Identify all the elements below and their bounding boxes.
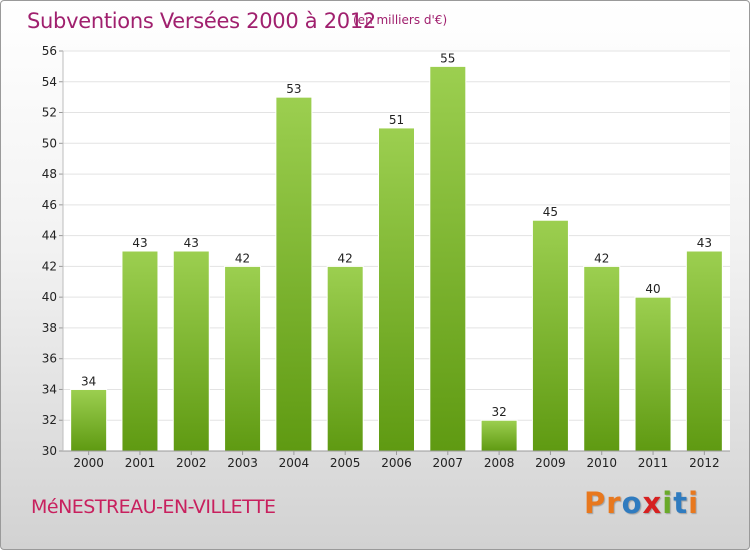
- commune-name: MéNESTREAU-EN-VILLETTE: [31, 496, 276, 518]
- x-tick-label-2001: 2001: [125, 456, 156, 470]
- x-tick-label-2004: 2004: [279, 456, 310, 470]
- x-axis-ticks: 2000 2001 2002 2003 2004 2005 2006 2007 2008 2009…: [73, 451, 720, 470]
- data-label-2007: 55: [440, 51, 455, 65]
- y-tick-label: 44: [42, 229, 57, 243]
- x-tick-label-2000: 2000: [73, 456, 104, 470]
- x-tick-label-2003: 2003: [227, 456, 258, 470]
- y-tick-label: 30: [42, 444, 57, 458]
- y-tick-label: 54: [42, 75, 57, 89]
- chart-title: Subventions Versées 2000 à 2012: [27, 9, 376, 33]
- x-tick-label-2012: 2012: [689, 456, 720, 470]
- data-label-2002: 43: [184, 236, 199, 250]
- y-axis-ticks: 30 32 34 36 38 40 42 44 46 48 50 52 54 56: [42, 44, 63, 458]
- logo-letter: r: [606, 486, 622, 520]
- data-label-2005: 42: [338, 251, 353, 265]
- chart-unit-note: (en milliers d'€): [353, 13, 448, 27]
- logo-letter: o: [621, 486, 643, 520]
- data-label-2008: 32: [491, 405, 506, 419]
- y-tick-label: 32: [42, 413, 57, 427]
- logo-letter: P: [584, 486, 607, 520]
- data-label-2006: 51: [389, 113, 404, 127]
- bar-2011: [634, 296, 672, 452]
- x-tick-label-2006: 2006: [381, 456, 412, 470]
- data-label-2012: 43: [697, 236, 712, 250]
- data-label-2009: 45: [543, 205, 558, 219]
- bar-2004: [275, 96, 313, 452]
- y-tick-label: 40: [42, 290, 57, 304]
- data-label-2001: 43: [132, 236, 147, 250]
- bar-2005: [326, 265, 364, 452]
- logo-letter: t: [673, 486, 689, 520]
- data-label-2004: 53: [286, 82, 301, 96]
- logo-letter: i: [662, 486, 674, 520]
- proxiti-logo[interactable]: Proxiti: [584, 486, 699, 520]
- bar-2012: [685, 250, 723, 452]
- bar-2000: [70, 388, 108, 452]
- x-tick-label-2002: 2002: [176, 456, 207, 470]
- bar-2008: [480, 419, 518, 452]
- logo-letter: x: [642, 486, 663, 520]
- bar-2009: [531, 219, 569, 452]
- bars: [70, 65, 723, 452]
- bar-2003: [224, 265, 262, 452]
- y-tick-label: 46: [42, 198, 57, 212]
- y-tick-label: 56: [42, 44, 57, 58]
- x-tick-label-2005: 2005: [330, 456, 361, 470]
- bar-2001: [121, 250, 159, 452]
- y-tick-label: 38: [42, 321, 57, 335]
- data-label-2003: 42: [235, 251, 250, 265]
- y-tick-label: 50: [42, 136, 57, 150]
- bar-2006: [378, 127, 415, 452]
- y-tick-label: 48: [42, 167, 57, 181]
- y-tick-label: 42: [42, 259, 57, 273]
- data-label-2000: 34: [81, 374, 96, 388]
- x-tick-label-2008: 2008: [484, 456, 515, 470]
- logo-letter: i: [688, 486, 700, 520]
- data-labels: 34 43 43 42 53 42 51 55 32 45 42 40 43: [81, 51, 712, 419]
- x-tick-label-2010: 2010: [586, 456, 617, 470]
- bar-2010: [583, 265, 621, 452]
- bar-2007: [429, 65, 467, 452]
- bar-2002: [172, 250, 210, 452]
- data-label-2010: 42: [594, 251, 609, 265]
- data-label-2011: 40: [645, 282, 660, 296]
- x-tick-label-2009: 2009: [535, 456, 566, 470]
- x-tick-label-2007: 2007: [433, 456, 464, 470]
- y-tick-label: 36: [42, 352, 57, 366]
- y-tick-label: 52: [42, 106, 57, 120]
- y-tick-label: 34: [42, 382, 57, 396]
- x-tick-label-2011: 2011: [638, 456, 669, 470]
